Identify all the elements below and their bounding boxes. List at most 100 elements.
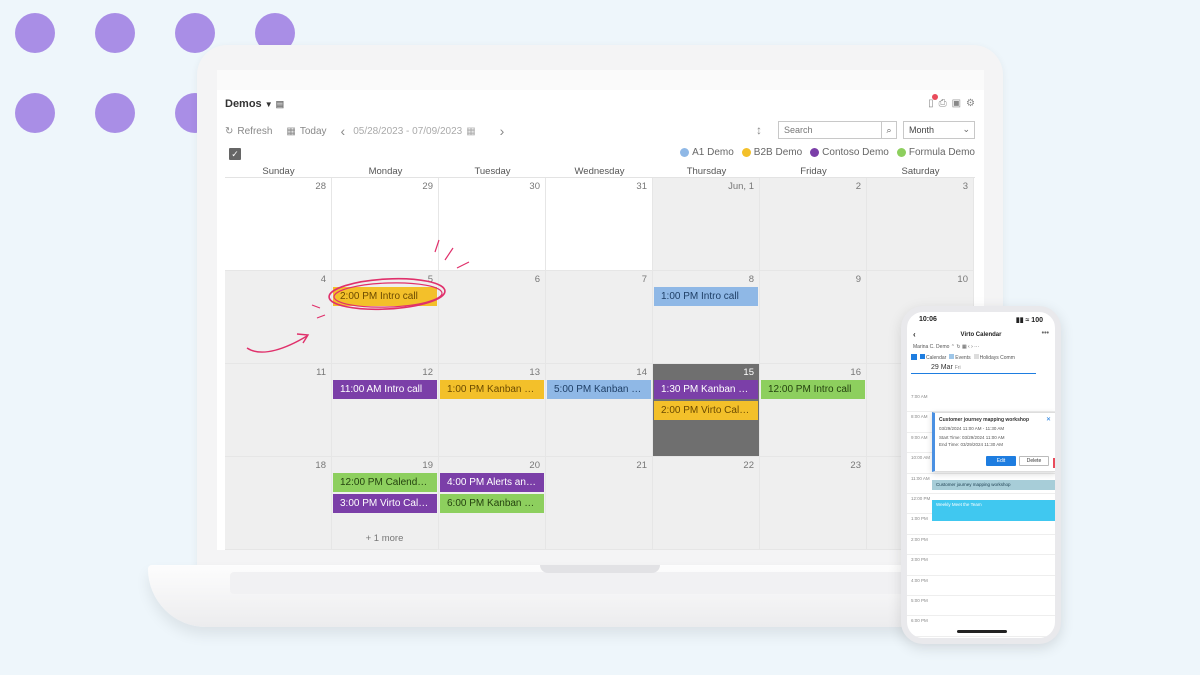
phone-hour-row[interactable]: 7:00 AM bbox=[907, 392, 1055, 413]
delete-button[interactable]: Delete bbox=[1019, 456, 1049, 466]
calendar-event[interactable]: 12:00 PM Calendar ... bbox=[333, 473, 437, 492]
select-all-checkbox[interactable]: ✓ bbox=[229, 148, 241, 160]
calendar-week: 18 19 12:00 PM Calendar ... 3:00 PM Virto C… bbox=[225, 457, 975, 550]
day-number: 13 bbox=[529, 367, 540, 378]
legend-item[interactable]: A1 Demo bbox=[680, 147, 734, 158]
day-cell[interactable]: 11 bbox=[225, 364, 332, 457]
search-input[interactable]: Search bbox=[778, 121, 882, 139]
phone-hour-row[interactable]: 11:00 AM bbox=[907, 474, 1055, 494]
export-icon[interactable]: ▣ bbox=[951, 98, 962, 109]
day-cell[interactable]: 30 bbox=[439, 178, 546, 271]
calendar-event[interactable]: 2:00 PM Intro call bbox=[333, 287, 437, 306]
day-number: 11 bbox=[316, 367, 326, 378]
search-icon[interactable]: ⌕ bbox=[881, 121, 897, 139]
day-cell[interactable]: 20 4:00 PM Alerts and... 6:00 PM Kanban B.… bbox=[439, 457, 546, 550]
calendar-event[interactable]: 1:30 PM Kanban Bo... bbox=[654, 380, 758, 399]
day-cell[interactable]: 4 bbox=[225, 271, 332, 364]
edit-button[interactable]: Edit bbox=[986, 456, 1016, 466]
day-cell[interactable]: 5 2:00 PM Intro call bbox=[332, 271, 439, 364]
day-cell[interactable]: 7 bbox=[546, 271, 653, 364]
phone-legend-item[interactable]: Holidays Comm bbox=[973, 353, 1015, 361]
print-icon[interactable]: ⎙ bbox=[938, 98, 947, 109]
phone-hour-label: 8:00 AM bbox=[911, 414, 928, 420]
phone-checkbox[interactable] bbox=[911, 354, 917, 360]
phone-hour-row[interactable]: 5:00 PM bbox=[907, 596, 1055, 617]
day-cell[interactable]: 22 bbox=[653, 457, 760, 550]
weekday-label: Tuesday bbox=[474, 166, 511, 177]
notification-icon[interactable]: ▯ bbox=[928, 94, 937, 109]
back-icon[interactable]: ‹ bbox=[913, 330, 916, 339]
day-cell[interactable]: 13 1:00 PM Kanban Bo... bbox=[439, 364, 546, 457]
phone-legend-item[interactable]: Calendar bbox=[920, 353, 947, 361]
phone-legend-label: Calendar bbox=[926, 354, 947, 361]
day-number: 30 bbox=[529, 181, 540, 192]
calendar-event[interactable]: 1:00 PM Kanban Bo... bbox=[440, 380, 544, 399]
legend-item[interactable]: Formula Demo bbox=[896, 147, 975, 158]
phone-hour-label: 6:00 PM bbox=[911, 618, 928, 624]
day-cell[interactable]: 8 1:00 PM Intro call bbox=[653, 271, 760, 364]
phone-event[interactable]: Weekly Meet the Team bbox=[932, 500, 1055, 521]
calendar-event[interactable]: 5:00 PM Kanban B... bbox=[547, 380, 651, 399]
phone-hour-row[interactable]: 10:00 AM bbox=[907, 453, 1055, 474]
legend-item[interactable]: B2B Demo bbox=[741, 147, 802, 158]
weekday-label: Wednesday bbox=[574, 166, 625, 177]
phone-hour-row[interactable]: 3:00 PM bbox=[907, 555, 1055, 576]
date-picker-icon[interactable]: ▦ bbox=[466, 125, 476, 137]
more-events-link[interactable]: + 1 more bbox=[365, 533, 404, 544]
weekday-label: Thursday bbox=[686, 166, 727, 177]
phone-hour-row[interactable]: 1:00 PM bbox=[907, 514, 1055, 535]
day-cell[interactable]: 6 bbox=[439, 271, 546, 364]
day-cell[interactable]: 28 bbox=[225, 178, 332, 271]
day-cell[interactable]: 15 1:30 PM Kanban Bo... 2:00 PM Virto Cale… bbox=[653, 364, 760, 457]
gear-icon[interactable]: ⚙ bbox=[966, 98, 975, 109]
day-cell[interactable]: 31 bbox=[546, 178, 653, 271]
phone-hour-row[interactable]: 2:00 PM bbox=[907, 535, 1055, 556]
calendar-event[interactable]: 11:00 AM Intro call bbox=[333, 380, 437, 399]
phone-toolbar[interactable]: Marina C. Demo ⌃ ↻ ▦ ‹ › ··· bbox=[913, 344, 980, 350]
calendar-event[interactable]: 6:00 PM Kanban B... bbox=[440, 494, 544, 513]
day-cell[interactable]: 16 12:00 PM Intro call bbox=[760, 364, 867, 457]
calendar-event[interactable]: 12:00 PM Intro call bbox=[761, 380, 865, 399]
popup-end: End Time: 03/29/2024 11:30 AM bbox=[939, 442, 1003, 447]
today-button[interactable]: ▦ Today bbox=[286, 126, 326, 137]
calendar-event[interactable]: 4:00 PM Alerts and... bbox=[440, 473, 544, 492]
day-cell[interactable]: 2 bbox=[760, 178, 867, 271]
next-button[interactable]: › bbox=[499, 123, 505, 139]
laptop-keyboard bbox=[230, 572, 920, 594]
legend-dot-icon bbox=[680, 148, 690, 157]
day-cell[interactable]: 19 12:00 PM Calendar ... 3:00 PM Virto Cal… bbox=[332, 457, 439, 550]
app-header: Demos ▼ ▤ ▯ ⎙ ▣ ⚙ bbox=[225, 94, 975, 116]
day-cell[interactable]: 14 5:00 PM Kanban B... bbox=[546, 364, 653, 457]
calendar-legend: A1 Demo B2B Demo Contoso Demo Formula Demo bbox=[680, 147, 975, 158]
day-cell[interactable]: 29 bbox=[332, 178, 439, 271]
day-cell[interactable]: 12 11:00 AM Intro call bbox=[332, 364, 439, 457]
laptop-notch bbox=[540, 565, 660, 573]
popup-actions: Edit Delete bbox=[986, 456, 1049, 466]
day-cell[interactable]: Jun, 1 bbox=[653, 178, 760, 271]
day-cell[interactable]: 21 bbox=[546, 457, 653, 550]
calendar-event[interactable]: 2:00 PM Virto Cale... bbox=[654, 401, 758, 420]
phone-legend-item[interactable]: Events bbox=[949, 353, 971, 361]
prev-button[interactable]: ‹ bbox=[340, 123, 346, 139]
phone-event[interactable]: Customer journey mapping workshop bbox=[932, 480, 1055, 490]
day-number: 7 bbox=[641, 274, 647, 285]
edit-note-icon[interactable]: ▤ bbox=[275, 98, 285, 109]
legend-item[interactable]: Contoso Demo bbox=[810, 147, 889, 158]
day-cell[interactable]: 18 bbox=[225, 457, 332, 550]
date-range[interactable]: 05/28/2023 - 07/09/2023 ▦ bbox=[353, 126, 475, 137]
day-cell[interactable]: 3 bbox=[867, 178, 974, 271]
calendar-event[interactable]: 3:00 PM Virto Cale... bbox=[333, 494, 437, 513]
calendar-selector[interactable]: Demos ▼ ▤ bbox=[225, 98, 284, 110]
phone-hour-label: 9:00 AM bbox=[911, 434, 928, 440]
resize-icon[interactable]: ↕ bbox=[756, 123, 762, 137]
close-icon[interactable]: ✕ bbox=[1045, 417, 1051, 423]
refresh-button[interactable]: ↻ Refresh bbox=[225, 126, 272, 137]
day-cell[interactable]: 23 bbox=[760, 457, 867, 550]
phone-title: Virto Calendar bbox=[960, 332, 1002, 338]
calendar-event[interactable]: 1:00 PM Intro call bbox=[654, 287, 758, 306]
day-cell[interactable]: 9 bbox=[760, 271, 867, 364]
more-icon[interactable]: ••• bbox=[1041, 330, 1049, 337]
phone-hour-row[interactable]: 6:00 PM bbox=[907, 616, 1055, 637]
phone-hour-row[interactable]: 4:00 PM bbox=[907, 576, 1055, 596]
view-select[interactable]: Month ⌄ bbox=[903, 121, 975, 139]
